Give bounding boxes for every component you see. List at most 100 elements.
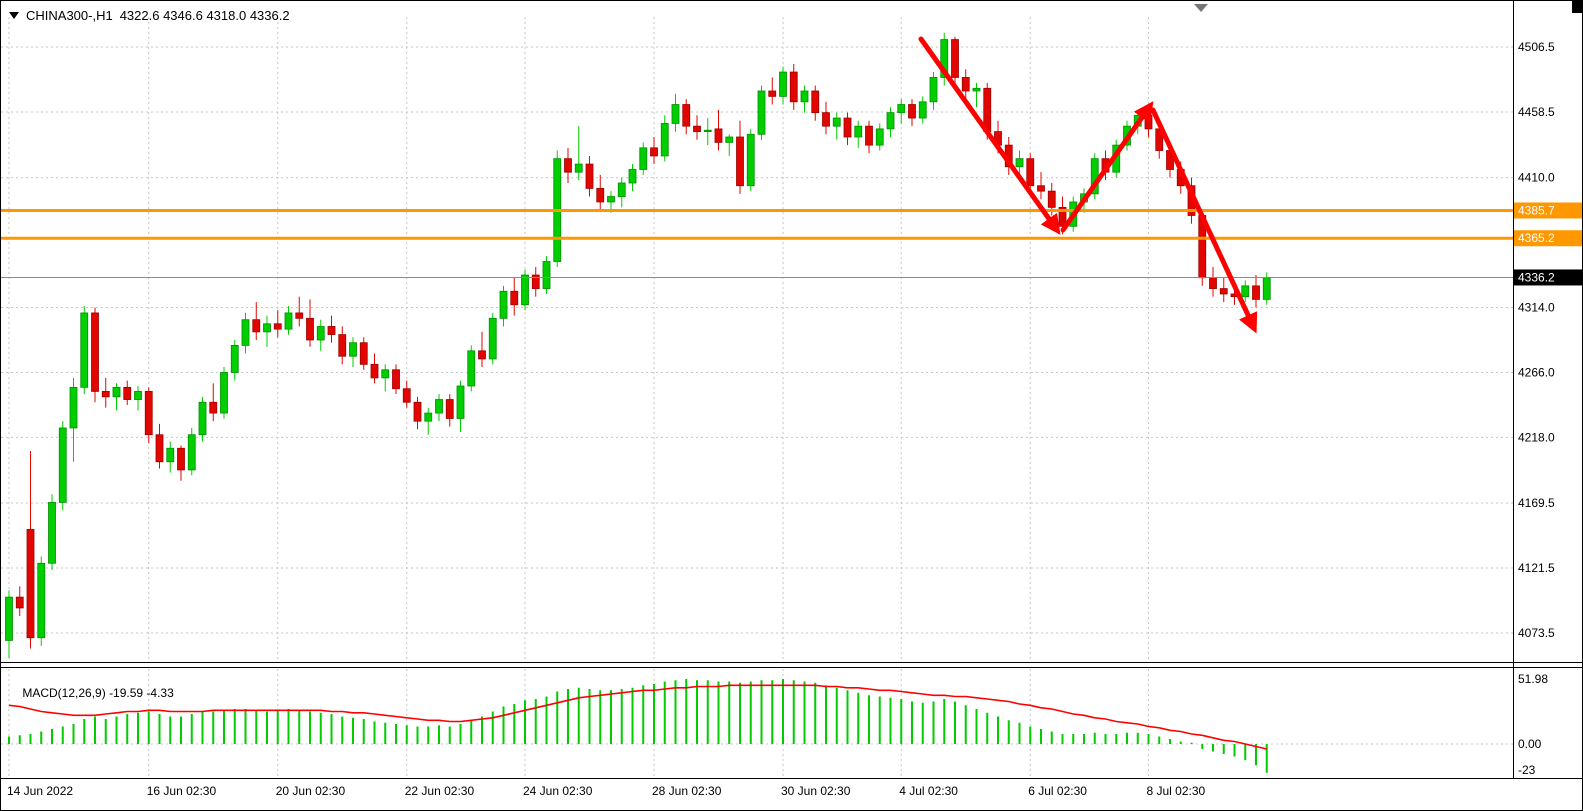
candles-layer [5,32,1271,659]
symbol-header: CHINA300-,H1 4322.6 4346.6 4318.0 4336.2 [9,8,290,23]
price-axis-label: 4218.0 [1518,430,1555,444]
candle [768,77,777,105]
chart-shift-marker[interactable] [1194,4,1208,12]
time-axis-label: 14 Jun 2022 [7,784,73,798]
candle [972,82,981,108]
candle [951,36,959,89]
candle [295,296,304,327]
candle [263,315,271,347]
macd-axis-label: -23 [1518,763,1536,777]
time-axis-label: 6 Jul 02:30 [1028,784,1087,798]
trend-arrows-layer[interactable] [918,36,1258,334]
candle [1026,153,1035,194]
candle [918,96,927,124]
candle [478,331,486,368]
ohlc-values: 4322.6 4346.6 4318.0 4336.2 [119,8,290,23]
candle [230,339,239,381]
candle [746,128,755,192]
candle [370,353,379,384]
candle [940,32,949,86]
trend-arrow[interactable] [918,36,1061,235]
trend-arrow[interactable] [1060,101,1154,233]
macd-indicator-label: MACD(12,26,9) -19.59 -4.33 [9,672,173,714]
candle [488,312,497,365]
candle [467,345,476,392]
candle [693,115,701,140]
macd-name: MACD(12,26,9) [22,686,106,700]
candle [413,396,422,430]
candle [736,120,744,194]
candle [854,120,863,148]
price-axis-label: 4458.5 [1518,105,1555,119]
candle [725,134,734,156]
candle [574,126,583,181]
candle [510,277,519,316]
candle [822,101,830,135]
candle [811,85,820,121]
candle [585,155,594,197]
candle [929,72,938,110]
candle [897,99,906,124]
candle [435,394,443,422]
candle [338,326,347,365]
price-axis-label: 4121.5 [1518,561,1555,575]
candle [252,302,261,340]
time-axis-label: 8 Jul 02:30 [1147,784,1206,798]
candle [306,299,314,347]
candle [392,364,400,395]
candle [187,427,196,476]
price-axis-label: 4314.0 [1518,301,1555,315]
candle [166,441,175,473]
candle [843,112,852,146]
resistance-price-tag-label: 4365.2 [1518,231,1555,245]
candle [220,367,228,419]
candle [134,386,142,411]
time-axis-label: 20 Jun 02:30 [276,784,346,798]
price-axis-label: 4073.5 [1518,626,1555,640]
candle [177,445,185,481]
price-axis-label: 4410.0 [1518,171,1555,185]
candle [209,383,218,422]
time-axis-label: 22 Jun 02:30 [405,784,475,798]
macd-signal-line [8,684,1267,750]
current-price-tag-label: 4336.2 [1518,270,1555,284]
candle [553,150,562,267]
macd-axis-label: 0.00 [1518,737,1542,751]
candle [832,112,841,140]
candle [499,285,508,327]
candle [402,380,411,408]
candle [865,120,873,154]
grid-layer [1,17,1513,777]
candle [521,269,529,311]
candle [531,266,540,297]
horizontal-levels-layer[interactable]: 4385.7 4365.2 4336.2 [1,202,1583,286]
candle [58,421,67,511]
candle [800,85,809,113]
candle [789,63,798,110]
symbol-dropdown-icon[interactable] [9,12,19,19]
candle [37,556,46,646]
price-axis-label: 4266.0 [1518,365,1555,379]
macd-axis-label: 51.98 [1518,672,1548,686]
candle [327,315,336,343]
candle [714,109,723,151]
candle [26,450,35,649]
time-axis-label: 28 Jun 02:30 [652,784,722,798]
candle [639,142,648,175]
price-axis[interactable]: 4506.5 4458.5 4410.0 4314.0 4266.0 4218.0 4169… [1518,40,1555,777]
time-axis[interactable]: 14 Jun 2022 16 Jun 02:30 20 Jun 02:30 22 Ju… [7,784,1206,798]
candle [908,99,916,127]
macd-indicator-layer [8,679,1268,773]
candle [671,93,680,132]
candle [628,164,637,192]
candle [596,174,605,212]
trend-arrow[interactable] [1150,107,1258,334]
candle [359,337,368,370]
candle [875,123,884,151]
time-axis-label: 4 Jul 02:30 [899,784,958,798]
candle [961,69,970,102]
candle [198,396,207,442]
candle [101,377,110,408]
